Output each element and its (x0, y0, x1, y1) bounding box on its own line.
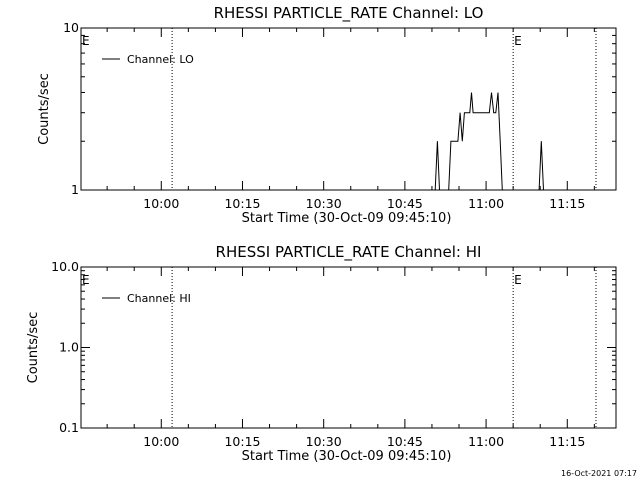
chart-title: RHESSI PARTICLE_RATE Channel: LO (214, 4, 484, 23)
y-tick-label: 10.0 (51, 259, 79, 274)
x-tick-label: 11:15 (549, 434, 585, 449)
y-axis-label: Counts/sec (26, 312, 41, 384)
x-tick-label: 11:15 (549, 196, 585, 211)
x-tick-label: 10:30 (306, 196, 342, 211)
series-line (431, 92, 546, 191)
x-tick-label: 10:30 (306, 434, 342, 449)
plot-frame (80, 27, 617, 191)
generation-timestamp: 16-Oct-2021 07:17 (561, 469, 637, 478)
x-tick-label: 10:00 (143, 196, 179, 211)
event-marker-label: E (82, 273, 90, 287)
x-axis-label: Start Time (30-Oct-09 09:45:10) (242, 211, 452, 226)
y-tick-label: 1.0 (59, 340, 79, 355)
x-tick-label: 10:45 (387, 196, 423, 211)
event-marker-label: E (514, 34, 522, 48)
hi-channel-panel: RHESSI PARTICLE_RATE Channel: HI 0.1 1.0 10… (26, 243, 617, 464)
y-tick-label: 10 (63, 20, 79, 35)
chart-title: RHESSI PARTICLE_RATE Channel: HI (216, 243, 482, 262)
legend-entry: Channel: HI (127, 292, 191, 305)
event-marker-label: E (514, 273, 522, 287)
x-tick-label: 10:15 (224, 434, 260, 449)
event-marker-label: E (82, 34, 90, 48)
x-tick-label: 11:00 (468, 196, 504, 211)
y-tick-label: 1 (71, 182, 79, 197)
x-tick-label: 10:15 (224, 196, 260, 211)
y-tick-label: 0.1 (59, 420, 79, 435)
legend-entry: Channel: LO (127, 53, 194, 66)
y-axis-label: Counts/sec (37, 73, 52, 145)
lo-channel-panel: RHESSI PARTICLE_RATE Channel: LO 1 10 10:00… (37, 4, 617, 226)
x-tick-label: 11:00 (468, 434, 504, 449)
x-tick-label: 10:00 (143, 434, 179, 449)
x-axis-label: Start Time (30-Oct-09 09:45:10) (242, 449, 452, 464)
x-tick-label: 10:45 (387, 434, 423, 449)
